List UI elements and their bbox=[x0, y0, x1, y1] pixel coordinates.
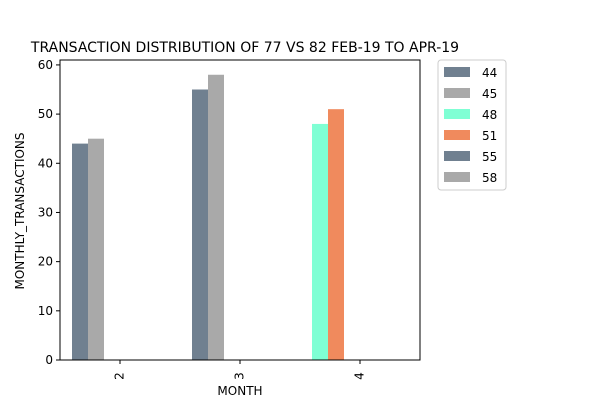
chart-title: TRANSACTION DISTRIBUTION OF 77 VS 82 FEB… bbox=[30, 40, 459, 56]
legend-swatch bbox=[444, 130, 470, 140]
legend-label: 48 bbox=[482, 108, 497, 122]
y-tick-label: 0 bbox=[45, 353, 53, 367]
plot-area: 0 10 20 30 40 50 60 2 3 4 bbox=[38, 58, 421, 380]
bar-3-58 bbox=[208, 74, 224, 361]
y-tick-label: 20 bbox=[38, 255, 53, 269]
y-tick-label: 10 bbox=[38, 304, 53, 318]
y-tick-label: 60 bbox=[38, 58, 53, 72]
legend-label: 58 bbox=[482, 171, 497, 185]
bar-4-51 bbox=[328, 109, 344, 360]
plot-frame bbox=[59, 59, 421, 361]
x-tick-label: 3 bbox=[233, 372, 247, 380]
bar-2-45 bbox=[88, 138, 104, 360]
legend-label: 44 bbox=[482, 66, 497, 80]
legend-swatch bbox=[444, 109, 470, 119]
bar-2-44 bbox=[72, 143, 88, 360]
x-axis-label: MONTH bbox=[217, 384, 262, 398]
legend-label: 51 bbox=[482, 129, 497, 143]
legend-label: 55 bbox=[482, 150, 497, 164]
y-tick-label: 50 bbox=[38, 107, 53, 121]
legend-swatch bbox=[444, 88, 470, 98]
y-tick-label: 40 bbox=[38, 156, 53, 170]
legend-swatch bbox=[444, 67, 470, 77]
legend: 44 45 48 51 55 58 bbox=[437, 59, 507, 191]
y-tick-label: 30 bbox=[38, 205, 53, 219]
x-tick-label: 2 bbox=[113, 372, 127, 380]
bar-3-55 bbox=[192, 89, 208, 361]
legend-swatch bbox=[444, 151, 470, 161]
bar-4-48 bbox=[312, 123, 328, 361]
legend-label: 45 bbox=[482, 87, 497, 101]
x-tick-label: 4 bbox=[353, 372, 367, 380]
legend-swatch bbox=[444, 172, 470, 182]
y-axis-label: MONTHLY_TRANSACTIONS bbox=[13, 132, 27, 289]
